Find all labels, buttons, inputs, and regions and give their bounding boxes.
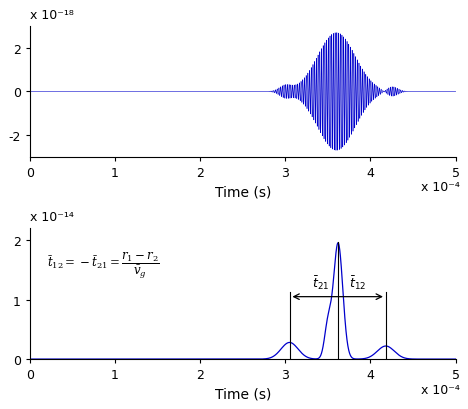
Text: $\bar{t}_{21}$: $\bar{t}_{21}$ [313, 274, 330, 291]
Text: x 10⁻¹⁴: x 10⁻¹⁴ [30, 211, 73, 223]
X-axis label: Time (s): Time (s) [214, 185, 271, 199]
Text: $\bar{t}_{12}$: $\bar{t}_{12}$ [349, 274, 366, 291]
Text: x 10⁻⁴: x 10⁻⁴ [421, 383, 460, 396]
Text: x 10⁻⁴: x 10⁻⁴ [421, 181, 460, 194]
Text: x 10⁻¹⁸: x 10⁻¹⁸ [30, 9, 73, 22]
X-axis label: Time (s): Time (s) [214, 387, 271, 401]
Text: $\bar{t}_{12} = -\bar{t}_{21} = \dfrac{r_1 - r_2}{\bar{v}_g}$: $\bar{t}_{12} = -\bar{t}_{21} = \dfrac{r… [47, 250, 160, 280]
